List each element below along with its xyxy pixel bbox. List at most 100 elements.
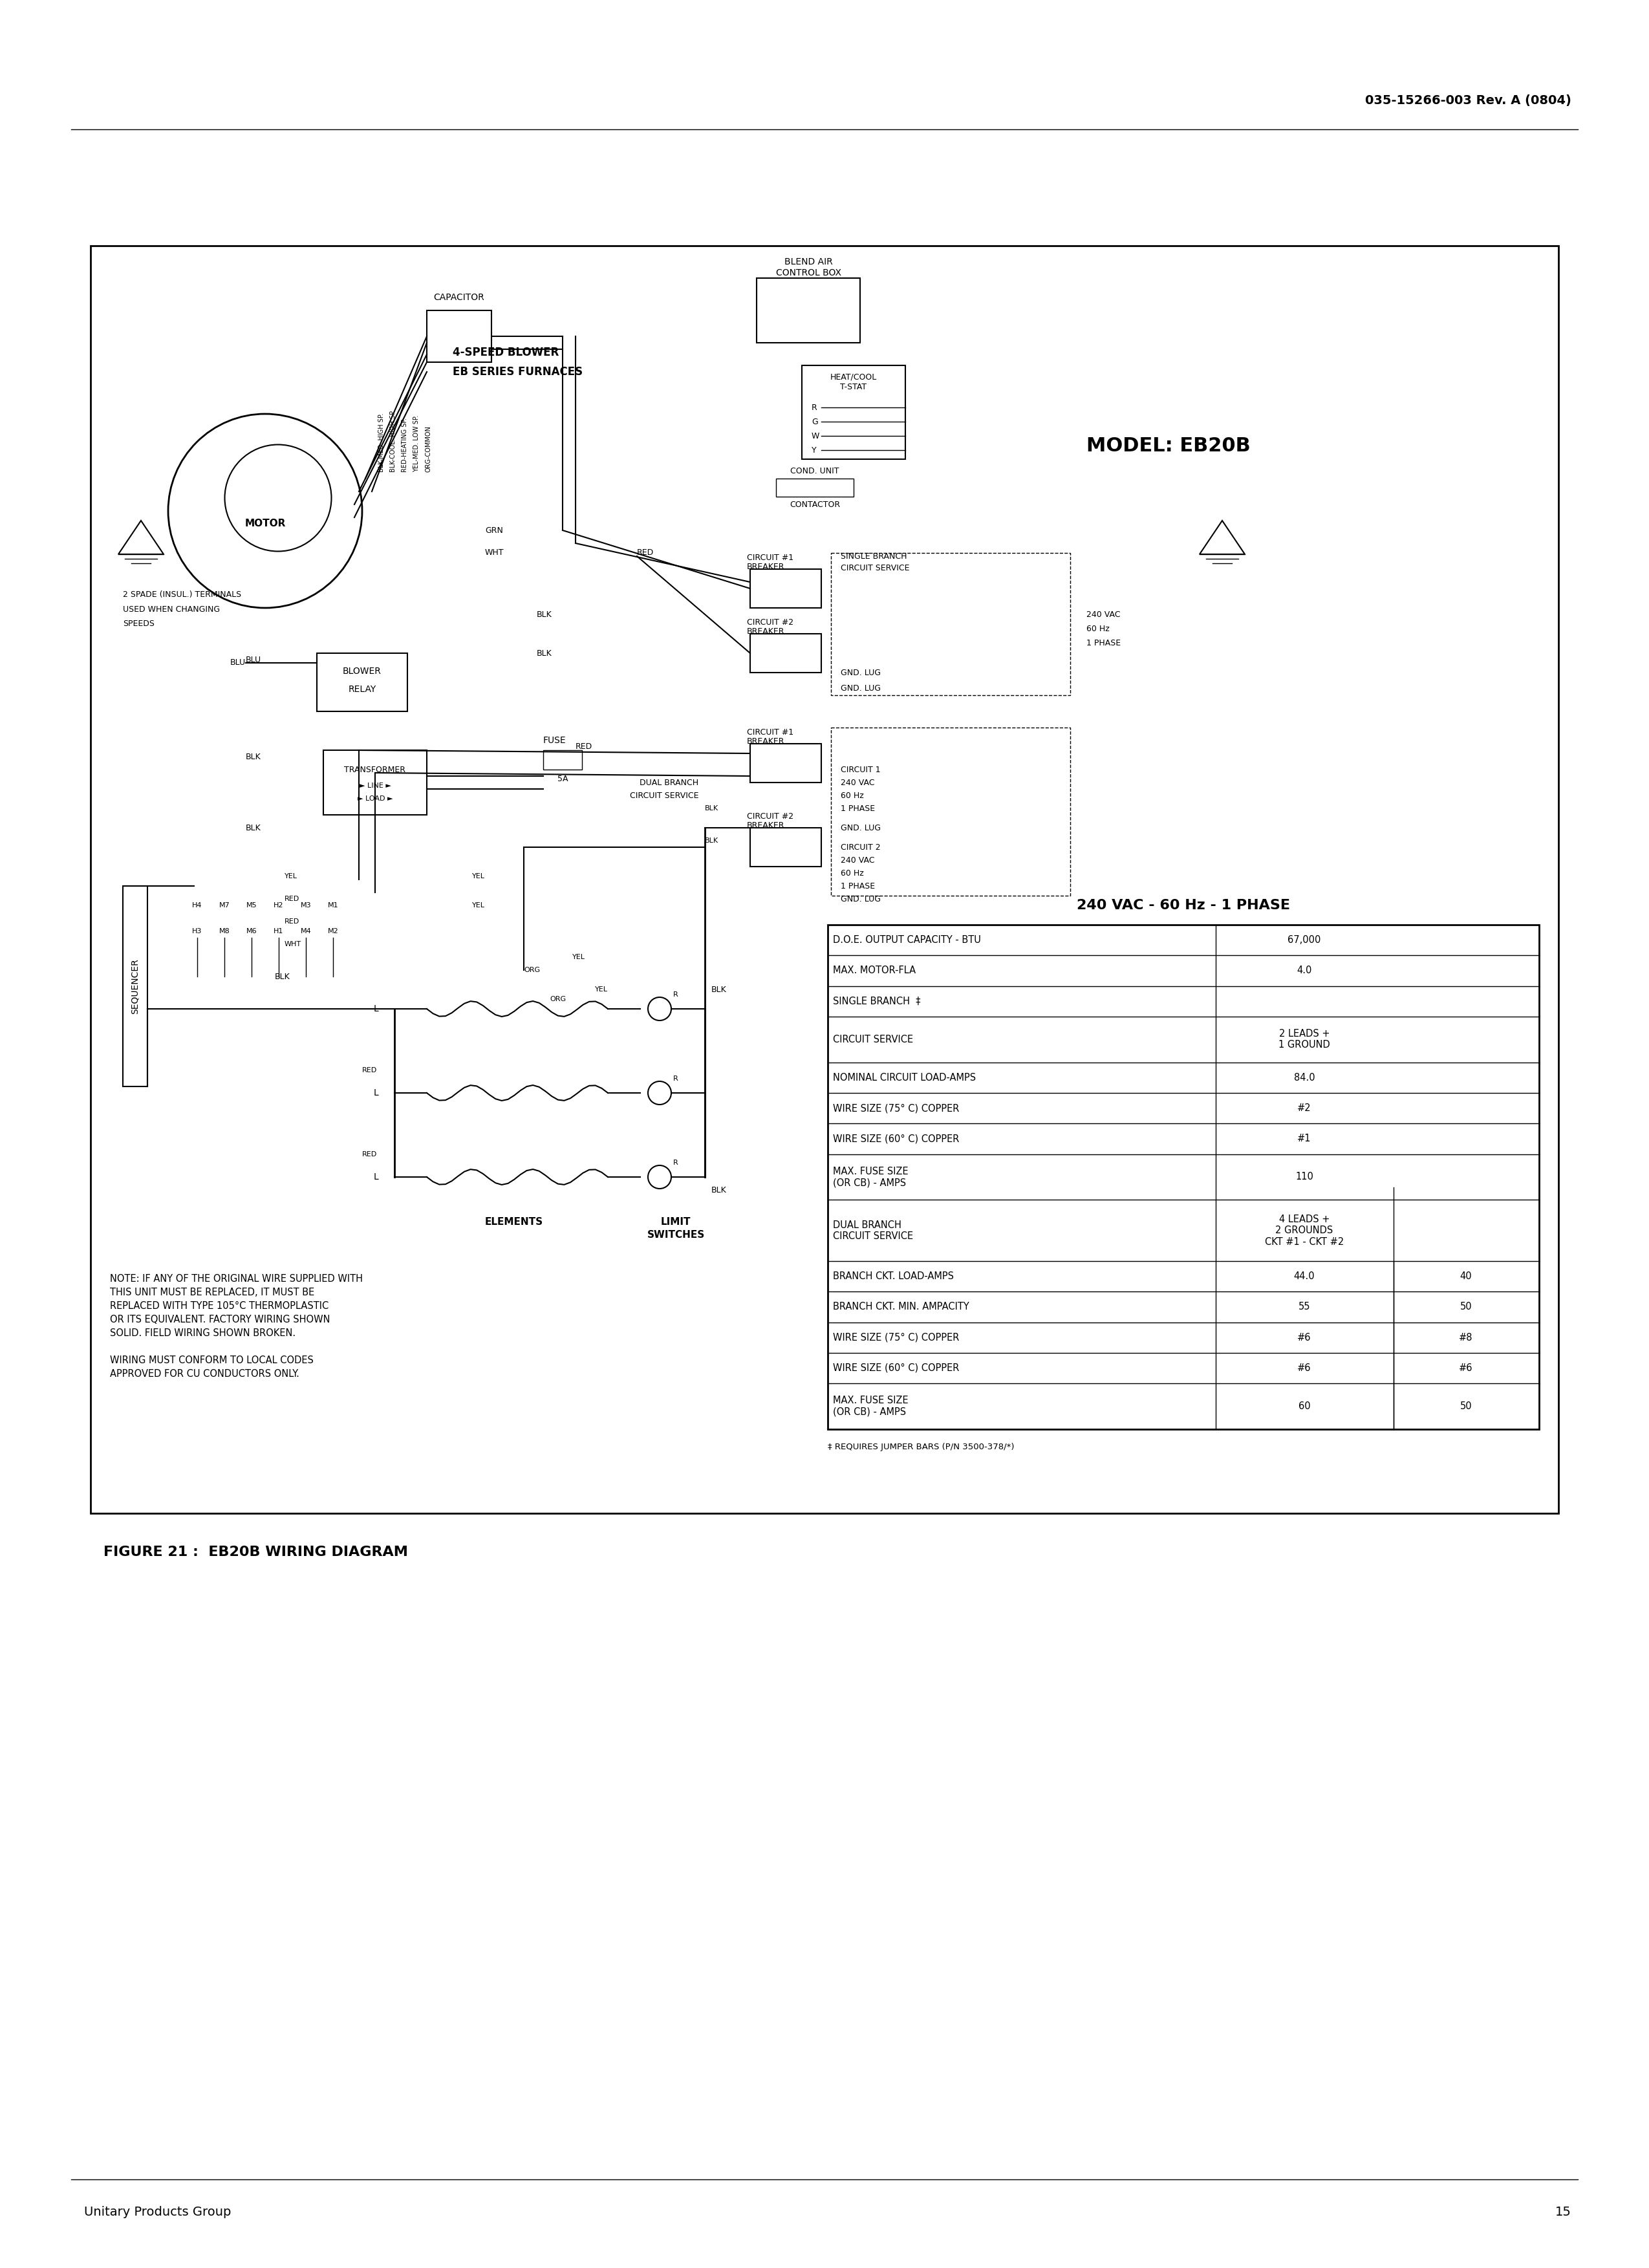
Text: USED WHEN CHANGING: USED WHEN CHANGING (124, 606, 219, 612)
Text: CIRCUIT #2: CIRCUIT #2 (747, 617, 793, 626)
Text: #2: #2 (1298, 1102, 1311, 1114)
Text: TRANSFORMER: TRANSFORMER (345, 764, 406, 773)
Text: RED: RED (637, 549, 655, 558)
Text: GND. LUG: GND. LUG (841, 669, 881, 676)
Bar (124, 887, 147, 1086)
Text: R: R (673, 991, 678, 998)
Text: M3: M3 (300, 903, 312, 909)
Text: YEL-MED. LOW SP.: YEL-MED. LOW SP. (414, 415, 420, 472)
Text: ELEMENTS: ELEMENTS (485, 1218, 543, 1227)
Text: HEAT/COOL: HEAT/COOL (829, 372, 877, 381)
Text: BRANCH CKT. MIN. AMPACITY: BRANCH CKT. MIN. AMPACITY (833, 1302, 970, 1311)
Text: CIRCUIT #2: CIRCUIT #2 (747, 812, 793, 821)
Text: LIMIT: LIMIT (661, 1218, 691, 1227)
Text: WIRE SIZE (75° C) COPPER: WIRE SIZE (75° C) COPPER (833, 1102, 960, 1114)
Text: GND. LUG: GND. LUG (841, 823, 881, 832)
Bar (543, 751, 582, 769)
Text: CIRCUIT #1: CIRCUIT #1 (747, 553, 793, 562)
Text: CONTACTOR: CONTACTOR (790, 501, 839, 508)
Text: M2: M2 (328, 928, 338, 934)
Text: CIRCUIT SERVICE: CIRCUIT SERVICE (833, 1034, 914, 1043)
Text: Unitary Products Group: Unitary Products Group (84, 2204, 231, 2218)
Text: 240 VAC: 240 VAC (841, 855, 874, 864)
Text: DUAL BRANCH
CIRCUIT SERVICE: DUAL BRANCH CIRCUIT SERVICE (833, 1220, 914, 1241)
Text: M1: M1 (328, 903, 338, 909)
Text: L: L (373, 1089, 378, 1098)
Text: 84.0: 84.0 (1294, 1073, 1314, 1082)
Text: BLEND AIR: BLEND AIR (785, 256, 833, 265)
Text: MAX. MOTOR-FLA: MAX. MOTOR-FLA (833, 966, 915, 975)
Text: MAX. FUSE SIZE
(OR CB) - AMPS: MAX. FUSE SIZE (OR CB) - AMPS (833, 1166, 909, 1188)
Text: BLK: BLK (275, 973, 290, 980)
Text: RED: RED (363, 1066, 378, 1073)
Text: 240 VAC: 240 VAC (1087, 610, 1120, 619)
Text: D.O.E. OUTPUT CAPACITY - BTU: D.O.E. OUTPUT CAPACITY - BTU (833, 934, 981, 946)
Bar (323, 751, 427, 814)
Text: GND. LUG: GND. LUG (841, 894, 881, 903)
Text: #6: #6 (1459, 1363, 1473, 1372)
Text: 4.0: 4.0 (1296, 966, 1313, 975)
Text: ‡ REQUIRES JUMPER BARS (P/N 3500-378/*): ‡ REQUIRES JUMPER BARS (P/N 3500-378/*) (828, 1442, 1014, 1452)
Text: #1: #1 (1298, 1134, 1311, 1143)
Text: BLK: BLK (704, 805, 719, 812)
Text: T-STAT: T-STAT (841, 383, 867, 392)
Text: BLK: BLK (536, 649, 552, 658)
Text: WHT: WHT (485, 549, 505, 558)
Text: ORG: ORG (549, 996, 566, 1002)
Text: Y: Y (811, 447, 816, 454)
Text: CONTROL BOX: CONTROL BOX (775, 268, 841, 277)
Text: BLK: BLK (711, 984, 727, 993)
Bar (750, 744, 821, 782)
Text: BLOWER: BLOWER (343, 667, 381, 676)
Bar (777, 479, 854, 497)
Text: CIRCUIT 1: CIRCUIT 1 (841, 764, 881, 773)
Text: R: R (673, 1075, 678, 1082)
Text: G: G (811, 417, 818, 426)
Text: YEL: YEL (595, 987, 608, 993)
Text: BLK-MED. HIGH SP.: BLK-MED. HIGH SP. (378, 413, 384, 472)
Text: WIRE SIZE (75° C) COPPER: WIRE SIZE (75° C) COPPER (833, 1334, 960, 1343)
Text: GND. LUG: GND. LUG (841, 685, 881, 694)
Text: BLK: BLK (711, 1186, 727, 1195)
Text: W: W (811, 431, 820, 440)
Text: SWITCHES: SWITCHES (646, 1229, 704, 1241)
Text: BREAKER: BREAKER (747, 737, 785, 746)
Text: 240 VAC - 60 Hz - 1 PHASE: 240 VAC - 60 Hz - 1 PHASE (1077, 898, 1290, 912)
Text: FUSE: FUSE (543, 735, 566, 744)
Text: SEQUENCER: SEQUENCER (130, 959, 140, 1014)
Text: CAPACITOR: CAPACITOR (434, 293, 485, 302)
Text: RED: RED (363, 1152, 378, 1157)
Text: RED-HEATING SP.: RED-HEATING SP. (402, 417, 407, 472)
Text: SINGLE BRANCH: SINGLE BRANCH (841, 551, 907, 560)
Text: 50: 50 (1459, 1302, 1473, 1311)
Text: H4: H4 (193, 903, 203, 909)
Text: CIRCUIT 2: CIRCUIT 2 (841, 844, 881, 850)
Text: M8: M8 (219, 928, 229, 934)
Text: BLK: BLK (704, 837, 719, 844)
Text: 60: 60 (1298, 1402, 1311, 1411)
Text: ► LINE ►: ► LINE ► (359, 782, 391, 789)
Text: WIRE SIZE (60° C) COPPER: WIRE SIZE (60° C) COPPER (833, 1363, 960, 1372)
Text: MOTOR: MOTOR (244, 519, 285, 528)
Text: CIRCUIT #1: CIRCUIT #1 (747, 728, 793, 737)
Text: EB SERIES FURNACES: EB SERIES FURNACES (453, 365, 582, 379)
Text: ► LOAD ►: ► LOAD ► (358, 796, 392, 803)
Text: 4-SPEED BLOWER: 4-SPEED BLOWER (453, 347, 559, 358)
Text: 5A: 5A (557, 776, 567, 782)
Text: BLU: BLU (231, 658, 246, 667)
Text: 110: 110 (1296, 1173, 1313, 1182)
Text: SINGLE BRANCH  ‡: SINGLE BRANCH ‡ (833, 996, 920, 1007)
Text: R: R (673, 1159, 678, 1166)
Text: BLK: BLK (246, 823, 261, 832)
Text: 67,000: 67,000 (1288, 934, 1321, 946)
Text: H1: H1 (274, 928, 284, 934)
Text: 1 PHASE: 1 PHASE (841, 805, 876, 812)
Text: BLK-COOL. HIGH SP.: BLK-COOL. HIGH SP. (389, 411, 396, 472)
Text: 50: 50 (1459, 1402, 1473, 1411)
Text: CIRCUIT SERVICE: CIRCUIT SERVICE (630, 792, 699, 801)
Text: RED: RED (576, 742, 592, 751)
Text: MODEL: EB20B: MODEL: EB20B (1087, 438, 1250, 456)
Text: BLK: BLK (536, 610, 552, 619)
Text: M4: M4 (300, 928, 312, 934)
Bar (750, 633, 821, 674)
